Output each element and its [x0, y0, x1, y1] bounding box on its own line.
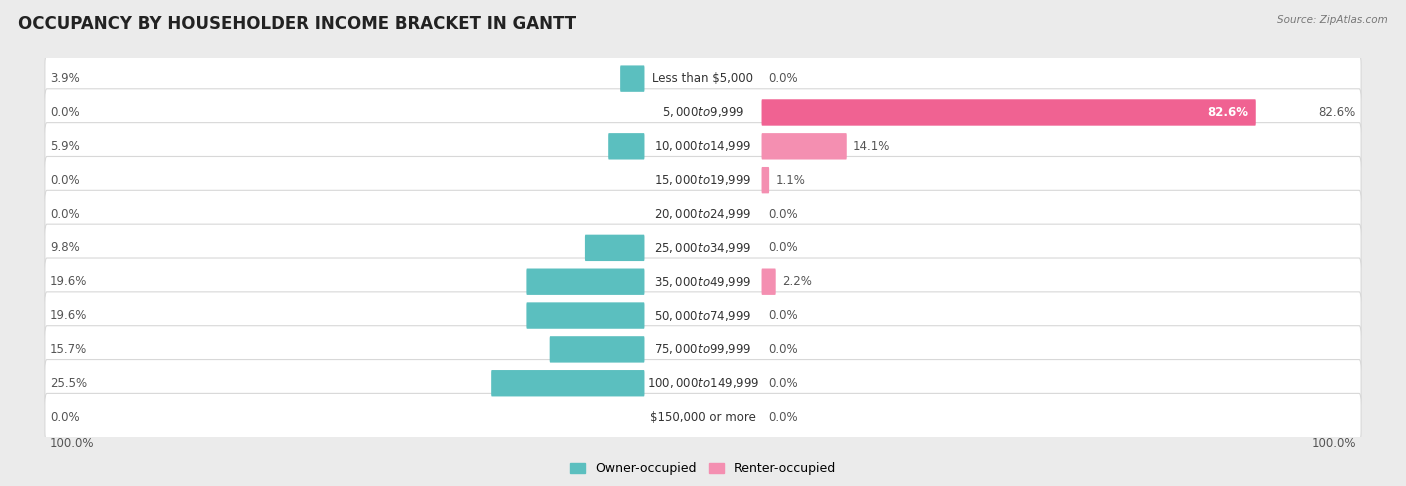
Text: 0.0%: 0.0%: [51, 106, 80, 119]
Text: $100,000 to $149,999: $100,000 to $149,999: [647, 376, 759, 390]
FancyBboxPatch shape: [45, 191, 1361, 238]
Text: $25,000 to $34,999: $25,000 to $34,999: [654, 241, 752, 255]
FancyBboxPatch shape: [585, 235, 644, 261]
Text: 19.6%: 19.6%: [51, 309, 87, 322]
Text: $35,000 to $49,999: $35,000 to $49,999: [654, 275, 752, 289]
Text: 2.2%: 2.2%: [782, 275, 811, 288]
Text: 82.6%: 82.6%: [1208, 106, 1249, 119]
Text: $5,000 to $9,999: $5,000 to $9,999: [662, 105, 744, 120]
FancyBboxPatch shape: [45, 224, 1361, 272]
FancyBboxPatch shape: [45, 55, 1361, 103]
Text: 1.1%: 1.1%: [775, 174, 806, 187]
FancyBboxPatch shape: [526, 268, 644, 295]
Text: 25.5%: 25.5%: [51, 377, 87, 390]
Text: Source: ZipAtlas.com: Source: ZipAtlas.com: [1277, 15, 1388, 25]
FancyBboxPatch shape: [45, 360, 1361, 407]
FancyBboxPatch shape: [762, 268, 776, 295]
FancyBboxPatch shape: [762, 99, 1256, 126]
Text: 0.0%: 0.0%: [769, 242, 799, 254]
Text: 9.8%: 9.8%: [51, 242, 80, 254]
Text: 14.1%: 14.1%: [853, 140, 890, 153]
Text: 0.0%: 0.0%: [51, 411, 80, 424]
FancyBboxPatch shape: [762, 167, 769, 193]
Text: $50,000 to $74,999: $50,000 to $74,999: [654, 309, 752, 323]
Text: 0.0%: 0.0%: [769, 208, 799, 221]
Text: 100.0%: 100.0%: [51, 437, 94, 451]
FancyBboxPatch shape: [45, 156, 1361, 204]
FancyBboxPatch shape: [45, 258, 1361, 305]
Text: $150,000 or more: $150,000 or more: [650, 411, 756, 424]
FancyBboxPatch shape: [45, 89, 1361, 136]
Text: $10,000 to $14,999: $10,000 to $14,999: [654, 139, 752, 153]
FancyBboxPatch shape: [45, 122, 1361, 170]
Text: 0.0%: 0.0%: [769, 343, 799, 356]
Text: 15.7%: 15.7%: [51, 343, 87, 356]
FancyBboxPatch shape: [491, 370, 644, 397]
FancyBboxPatch shape: [45, 292, 1361, 339]
FancyBboxPatch shape: [45, 393, 1361, 441]
Text: OCCUPANCY BY HOUSEHOLDER INCOME BRACKET IN GANTT: OCCUPANCY BY HOUSEHOLDER INCOME BRACKET …: [18, 15, 576, 33]
FancyBboxPatch shape: [620, 66, 644, 92]
FancyBboxPatch shape: [45, 326, 1361, 373]
Text: Less than $5,000: Less than $5,000: [652, 72, 754, 85]
Text: 0.0%: 0.0%: [51, 208, 80, 221]
Text: 0.0%: 0.0%: [769, 72, 799, 85]
FancyBboxPatch shape: [609, 133, 644, 159]
Text: 100.0%: 100.0%: [1312, 437, 1355, 451]
Text: 19.6%: 19.6%: [51, 275, 87, 288]
Text: 0.0%: 0.0%: [769, 309, 799, 322]
Text: 0.0%: 0.0%: [769, 411, 799, 424]
FancyBboxPatch shape: [762, 133, 846, 159]
FancyBboxPatch shape: [550, 336, 644, 363]
Text: 0.0%: 0.0%: [769, 377, 799, 390]
Text: 5.9%: 5.9%: [51, 140, 80, 153]
Text: 3.9%: 3.9%: [51, 72, 80, 85]
Text: 0.0%: 0.0%: [51, 174, 80, 187]
FancyBboxPatch shape: [526, 302, 644, 329]
Legend: Owner-occupied, Renter-occupied: Owner-occupied, Renter-occupied: [565, 457, 841, 481]
Text: $75,000 to $99,999: $75,000 to $99,999: [654, 343, 752, 356]
Text: $20,000 to $24,999: $20,000 to $24,999: [654, 207, 752, 221]
Text: $15,000 to $19,999: $15,000 to $19,999: [654, 173, 752, 187]
Text: 82.6%: 82.6%: [1319, 106, 1355, 119]
